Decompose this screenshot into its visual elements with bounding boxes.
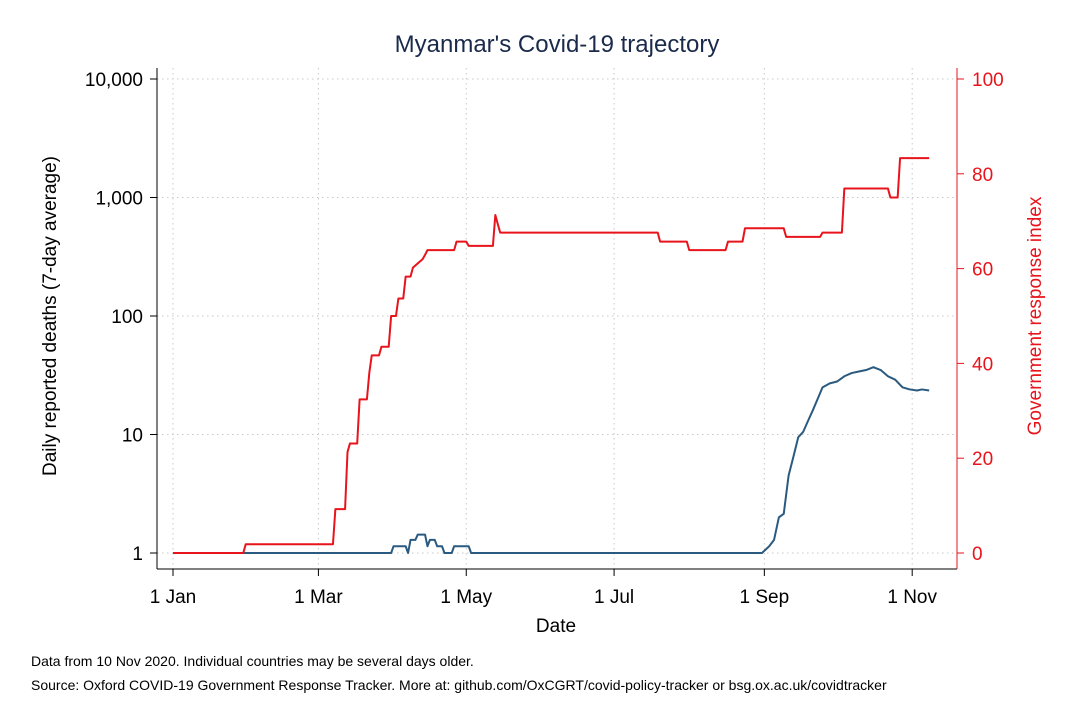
deaths-series-line xyxy=(173,366,930,554)
x-tick-label-4: 1 Sep xyxy=(740,587,790,608)
source-note: Source: Oxford COVID-19 Government Respo… xyxy=(31,677,887,693)
response-index-series-line xyxy=(173,157,930,554)
chart-title: Myanmar's Covid-19 trajectory xyxy=(395,31,720,58)
grid xyxy=(157,68,957,569)
x-tick-label-2: 1 May xyxy=(440,587,492,608)
y-left-tick-label-2: 100 xyxy=(111,307,143,328)
y-right-tick-label-3: 60 xyxy=(972,260,993,281)
y-left-tick-label-3: 1,000 xyxy=(95,189,143,210)
axes: 1 10 100 1,000 10,000 0 20 40 60 80 100 1 Jan 1 Mar 1… xyxy=(85,68,1004,608)
y-left-tick-label-0: 1 xyxy=(132,544,143,565)
y-right-tick-label-1: 20 xyxy=(972,449,993,470)
x-tick-label-0: 1 Jan xyxy=(150,587,196,608)
x-tick-label-5: 1 Nov xyxy=(887,587,937,608)
y-left-tick-label-1: 10 xyxy=(122,426,143,447)
data-note: Data from 10 Nov 2020. Individual countr… xyxy=(31,653,474,669)
y-left-tick-label-4: 10,000 xyxy=(85,70,143,91)
x-tick-label-1: 1 Mar xyxy=(294,587,343,608)
y-axis-right-title: Government response index xyxy=(1025,196,1046,435)
y-right-tick-label-5: 100 xyxy=(972,70,1004,91)
x-tick-label-3: 1 Jul xyxy=(594,587,634,608)
y-right-tick-label-0: 0 xyxy=(972,544,983,565)
y-right-tick-label-2: 40 xyxy=(972,354,993,375)
series-layer xyxy=(173,157,930,554)
y-right-tick-label-4: 80 xyxy=(972,165,993,186)
x-axis-title: Date xyxy=(536,616,576,637)
y-axis-left-title: Daily reported deaths (7-day average) xyxy=(40,156,61,476)
